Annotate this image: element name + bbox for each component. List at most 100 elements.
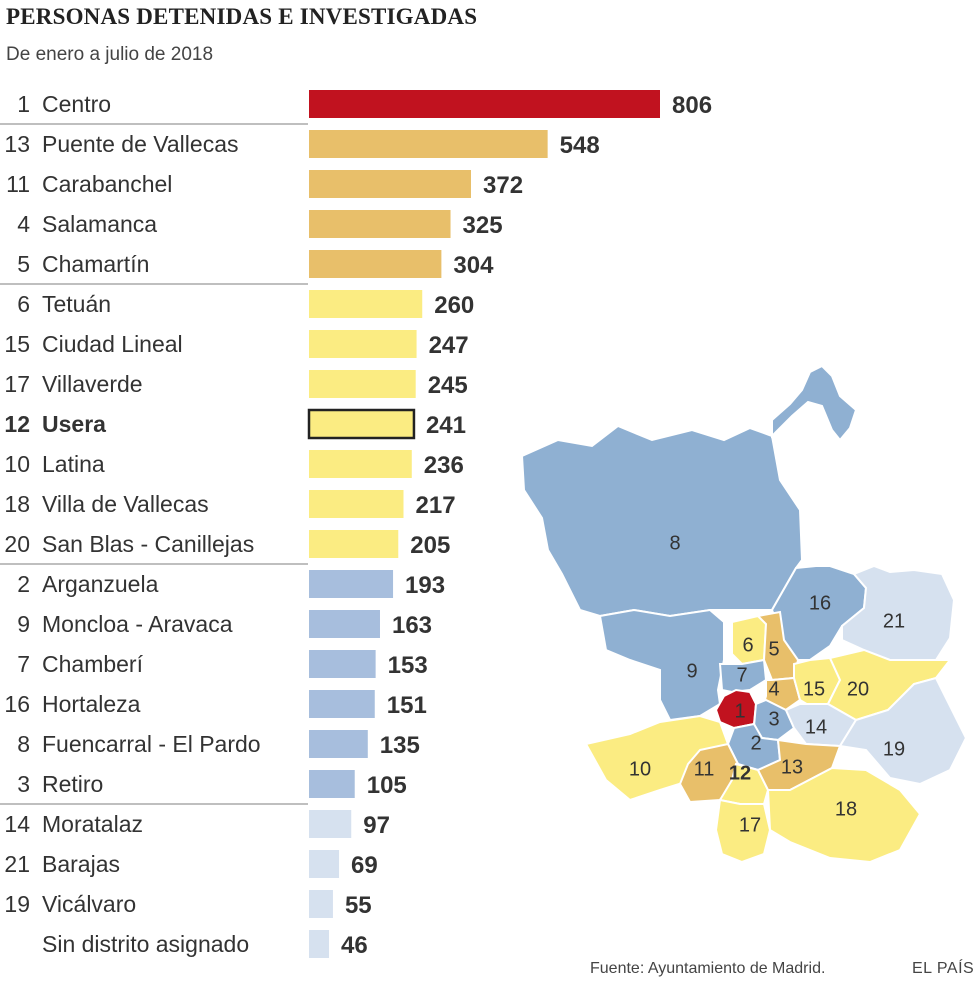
map-district-label: 21	[883, 610, 905, 632]
value-label: 245	[428, 372, 468, 399]
map-district-label: 16	[809, 592, 831, 614]
map-district-7	[718, 658, 768, 694]
value-label: 236	[424, 452, 464, 479]
value-label: 153	[388, 652, 428, 679]
bar-14	[309, 650, 376, 678]
bar-13	[309, 610, 380, 638]
rank-label: 12	[4, 411, 30, 437]
map-district-label: 5	[768, 638, 779, 660]
category-label: Moratalaz	[42, 811, 143, 837]
value-label: 105	[367, 772, 407, 799]
rank-label: 13	[4, 131, 30, 157]
rank-label: 9	[17, 611, 30, 637]
rank-label: 14	[4, 811, 30, 837]
value-label: 163	[392, 612, 432, 639]
rank-label: 18	[4, 491, 30, 517]
rank-label: 19	[4, 891, 30, 917]
category-label: San Blas - Canillejas	[42, 531, 254, 557]
category-label: Vicálvaro	[42, 891, 136, 917]
rank-label: 11	[6, 171, 30, 197]
rank-label: 20	[4, 531, 30, 557]
category-label: Retiro	[42, 771, 103, 797]
category-label: Ciudad Lineal	[42, 331, 183, 357]
bar-20	[309, 890, 333, 918]
category-label: Carabanchel	[42, 171, 172, 197]
value-label: 55	[345, 892, 372, 919]
rank-label: 8	[17, 731, 30, 757]
map-district-label: 8	[669, 532, 680, 554]
map-district-label: 1	[734, 700, 745, 722]
map-district-label: 7	[736, 664, 747, 686]
bar-21	[309, 930, 330, 958]
map-district-label: 11	[694, 758, 715, 780]
bar-9	[309, 450, 412, 478]
map-district-17	[714, 798, 772, 864]
bar-4	[309, 250, 442, 278]
value-label: 46	[341, 932, 368, 959]
category-label: Barajas	[42, 851, 120, 877]
rank-label: 15	[4, 331, 30, 357]
category-label: Arganzuela	[42, 571, 159, 597]
map-district-label: 18	[835, 798, 857, 820]
value-label: 260	[434, 292, 474, 319]
map-district-label: 10	[629, 758, 651, 780]
map-district-label: 3	[768, 708, 779, 730]
category-label: Hortaleza	[42, 691, 141, 717]
rank-label: 2	[17, 571, 30, 597]
map-district-18	[766, 766, 922, 864]
bar-1	[309, 130, 548, 158]
category-label: Latina	[42, 451, 105, 477]
map-district-label: 2	[750, 732, 761, 754]
rank-label: 6	[17, 291, 30, 317]
category-label: Moncloa - Aravaca	[42, 611, 233, 637]
map-district-8	[520, 424, 804, 618]
value-label: 247	[429, 332, 469, 359]
category-label: Usera	[42, 411, 106, 437]
source-note: Fuente: Ayuntamiento de Madrid.	[590, 960, 826, 977]
bar-10	[309, 490, 404, 518]
map-district-label: 19	[883, 738, 905, 760]
map-district-9	[598, 608, 725, 722]
brand-logo: EL PAÍS	[912, 960, 975, 977]
chart-title: PERSONAS DETENIDAS E INVESTIGADAS	[6, 4, 478, 29]
chart-subtitle: De enero a julio de 2018	[6, 44, 214, 65]
bar-15	[309, 690, 375, 718]
rank-label: 21	[4, 851, 30, 877]
map-district-label: 9	[686, 660, 697, 682]
category-label: Puente de Vallecas	[42, 131, 239, 157]
value-label: 205	[410, 532, 450, 559]
bar-12	[309, 570, 394, 598]
map-district-label: 14	[805, 716, 827, 738]
bar-8	[307, 408, 416, 440]
bar-5	[309, 290, 423, 318]
value-label: 69	[351, 852, 378, 879]
bar-7	[309, 370, 416, 398]
bar-16	[309, 730, 368, 758]
value-label: 217	[416, 492, 456, 519]
rank-label: 4	[17, 211, 30, 237]
map-district-label: 15	[803, 678, 825, 700]
bar-19	[309, 850, 340, 878]
rank-label: 5	[17, 251, 30, 277]
bar-6	[309, 330, 417, 358]
bar-18	[309, 810, 352, 838]
rank-label: 17	[4, 371, 30, 397]
value-label: 97	[363, 812, 390, 839]
bar-11	[309, 530, 399, 558]
map-district-19	[838, 676, 968, 786]
bar-3	[309, 210, 451, 238]
map-district-label: 6	[742, 634, 753, 656]
map-district-label: 17	[739, 814, 761, 836]
value-label: 548	[560, 132, 600, 159]
map-district-8-arm	[771, 364, 858, 442]
bar-2	[309, 170, 471, 198]
value-label: 325	[463, 212, 503, 239]
category-label: Sin distrito asignado	[42, 931, 249, 957]
category-label: Salamanca	[42, 211, 157, 237]
value-label: 304	[453, 252, 494, 279]
value-label: 135	[380, 732, 420, 759]
category-label: Centro	[42, 91, 111, 117]
category-label: Fuencarral - El Pardo	[42, 731, 261, 757]
value-label: 151	[387, 692, 427, 719]
